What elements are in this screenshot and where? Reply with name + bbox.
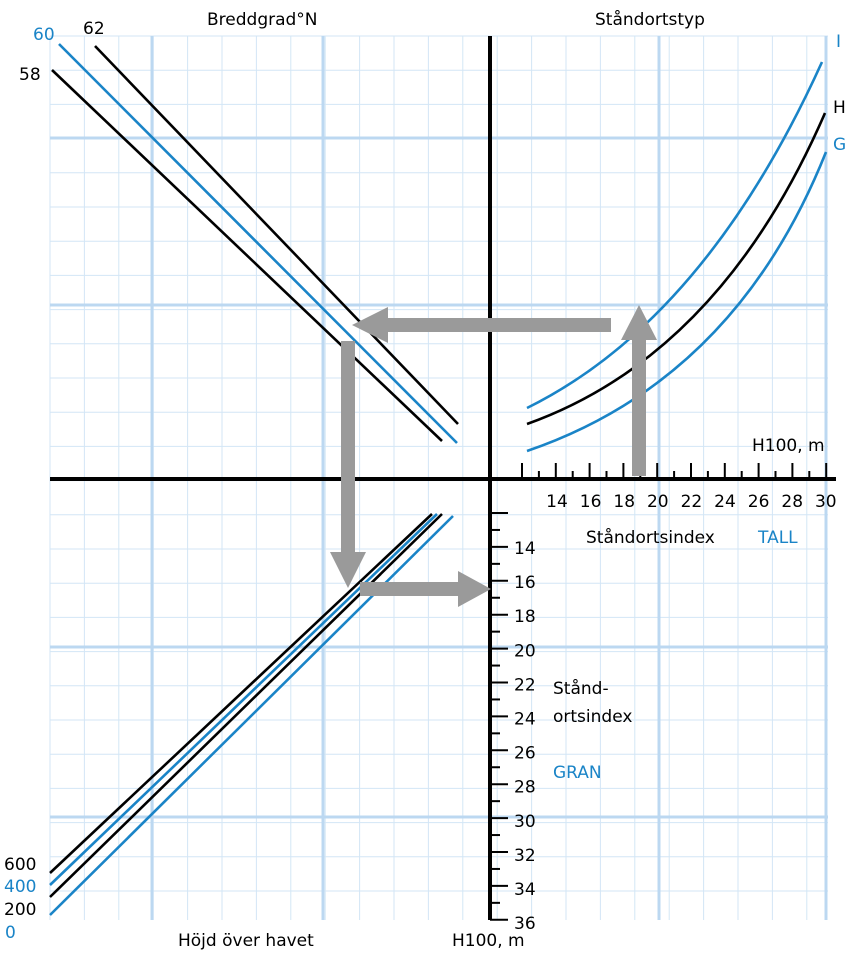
altitude-label-0: 0 bbox=[5, 923, 16, 943]
pine-axis-tick-label: 16 bbox=[580, 492, 602, 512]
spruce-axis-unit: H100, m bbox=[452, 931, 525, 951]
site-type-curve-G bbox=[526, 151, 828, 453]
arrow-shaft-left bbox=[378, 318, 611, 332]
latitude-label-62: 62 bbox=[83, 19, 105, 39]
arrow-head-down bbox=[330, 552, 366, 588]
pine-axis-tick-label: 26 bbox=[748, 492, 770, 512]
pine-axis-tick-label: 18 bbox=[613, 492, 635, 512]
site-type-curves bbox=[526, 61, 828, 453]
altitude-line-400 bbox=[49, 513, 438, 886]
spruce-axis-tick-label: 34 bbox=[514, 880, 536, 900]
latitude-lines bbox=[51, 43, 459, 444]
spruce-axis-tick-label: 24 bbox=[514, 710, 536, 730]
spruce-species-label: GRAN bbox=[553, 763, 602, 783]
site-type-label-H: H bbox=[833, 98, 846, 118]
spruce-axis-tick-label: 20 bbox=[514, 641, 536, 661]
spruce-axis-tick-label: 28 bbox=[514, 778, 536, 798]
pine-axis-tick-label: 30 bbox=[815, 492, 837, 512]
latitude-title: Breddgrad°N bbox=[207, 10, 318, 30]
spruce-axis-tick-label: 32 bbox=[514, 846, 536, 866]
spruce-axis-tick-labels: 14 16 18 20 22 24 26 28 30 32 34 36 bbox=[514, 539, 536, 934]
altitude-line-600 bbox=[49, 513, 433, 874]
latitude-label-58: 58 bbox=[19, 65, 41, 85]
altitude-line-200 bbox=[49, 513, 443, 898]
altitude-label-200: 200 bbox=[4, 900, 36, 920]
spruce-axis-tick-label: 36 bbox=[514, 914, 536, 934]
spruce-axis-tick-label: 14 bbox=[514, 539, 536, 559]
pine-species-label: TALL bbox=[757, 528, 798, 548]
pine-axis-tick-label: 20 bbox=[647, 492, 669, 512]
arrow-head-left bbox=[352, 307, 388, 343]
pine-axis-tick-label: 24 bbox=[714, 492, 736, 512]
latitude-label-60: 60 bbox=[33, 25, 55, 45]
arrow-head-up bbox=[621, 305, 657, 340]
arrow-shaft-up bbox=[632, 336, 646, 476]
latitude-line-58 bbox=[51, 69, 443, 442]
spruce-axis-tick-label: 22 bbox=[514, 675, 536, 695]
site-type-title: Ståndortstyp bbox=[595, 9, 705, 30]
site-type-label-G: G bbox=[833, 135, 846, 155]
pine-axis-tick-marks bbox=[521, 463, 828, 479]
spruce-axis-tick-label: 30 bbox=[514, 812, 536, 832]
latitude-line-60 bbox=[58, 43, 458, 444]
pine-axis-tick-label: 28 bbox=[781, 492, 803, 512]
spruce-index-label-line2: ortsindex bbox=[553, 707, 632, 727]
site-type-curve-H bbox=[526, 112, 827, 426]
pine-axis-tick-labels: 14 16 18 20 22 24 26 28 30 bbox=[546, 492, 836, 512]
site-type-label-I: I bbox=[836, 32, 841, 52]
pine-axis-tick-label: 14 bbox=[546, 492, 568, 512]
arrow-shaft-right bbox=[360, 582, 462, 596]
arrow-head-right bbox=[458, 571, 491, 607]
altitude-line-0 bbox=[49, 515, 454, 916]
latitude-line-62 bbox=[94, 45, 459, 425]
altitude-label-400: 400 bbox=[4, 877, 36, 897]
site-type-curve-I bbox=[526, 61, 824, 410]
reading-path-arrows bbox=[330, 305, 657, 607]
spruce-axis-tick-label: 16 bbox=[514, 573, 536, 593]
altitude-label-600: 600 bbox=[4, 855, 36, 875]
pine-index-label: Ståndortsindex bbox=[586, 527, 715, 548]
spruce-axis-tick-label: 26 bbox=[514, 744, 536, 764]
arrow-shaft-down bbox=[341, 341, 355, 556]
pine-axis-tick-label: 22 bbox=[681, 492, 703, 512]
pine-axis-unit: H100, m bbox=[752, 436, 825, 456]
altitude-title: Höjd över havet bbox=[178, 931, 314, 951]
altitude-lines bbox=[49, 513, 454, 916]
spruce-axis-tick-marks bbox=[490, 512, 508, 921]
spruce-axis-tick-label: 18 bbox=[514, 607, 536, 627]
spruce-index-label-line1: Stånd- bbox=[553, 678, 609, 699]
